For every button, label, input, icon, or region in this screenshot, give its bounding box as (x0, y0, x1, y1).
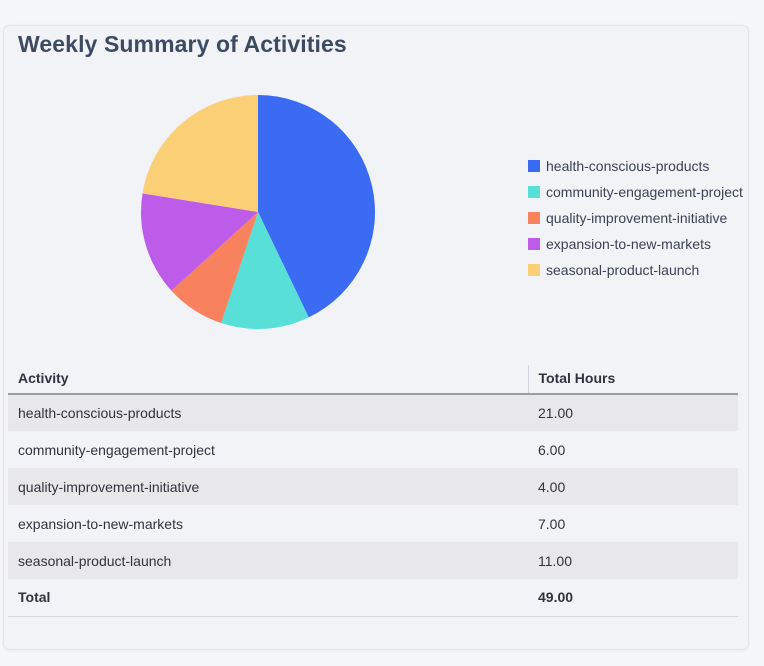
activities-table: Activity Total Hours health-conscious-pr… (8, 365, 738, 617)
column-header-activity: Activity (8, 365, 529, 395)
hours-cell: 11.00 (538, 552, 572, 569)
legend-item: community-engagement-project (528, 179, 743, 205)
table-header: Activity Total Hours (8, 365, 738, 395)
hours-cell: 7.00 (538, 515, 566, 532)
page-title: Weekly Summary of Activities (18, 31, 347, 57)
legend-label: quality-improvement-initiative (546, 210, 728, 226)
pie-chart (141, 95, 375, 329)
pie-slice-community-engagement-project (221, 212, 309, 329)
legend-item: health-conscious-products (528, 153, 743, 179)
hours-cell: 4.00 (538, 478, 566, 495)
table-row: expansion-to-new-markets 7.00 (8, 505, 738, 542)
activity-cell: community-engagement-project (18, 441, 215, 458)
pie-slice-health-conscious-products (258, 95, 375, 318)
legend-label: health-conscious-products (546, 158, 710, 174)
legend-label: seasonal-product-launch (546, 262, 700, 278)
column-header-total-hours: Total Hours (528, 365, 738, 395)
table-row: community-engagement-project 6.00 (8, 431, 738, 468)
table-row: health-conscious-products 21.00 (8, 394, 738, 431)
table-row: seasonal-product-launch 11.00 (8, 542, 738, 579)
hours-cell: 21.00 (538, 405, 574, 421)
legend-swatch (528, 212, 540, 224)
activity-cell: seasonal-product-launch (18, 552, 172, 569)
hours-cell: 6.00 (538, 441, 566, 458)
legend-swatch (528, 160, 540, 172)
activity-cell: expansion-to-new-markets (18, 515, 183, 532)
legend-swatch (528, 264, 540, 276)
activities-table-container: Activity Total Hours health-conscious-pr… (8, 365, 738, 617)
pie-slice-expansion-to-new-markets (141, 193, 258, 291)
legend-label: community-engagement-project (546, 184, 743, 200)
table-header-row: Activity Total Hours (8, 365, 738, 395)
table-row: quality-improvement-initiative 4.00 (8, 468, 738, 505)
legend-item: expansion-to-new-markets (528, 231, 743, 257)
activity-cell: quality-improvement-initiative (18, 478, 200, 495)
summary-card: Weekly Summary of Activities health-cons… (3, 25, 749, 650)
legend-label: expansion-to-new-markets (546, 236, 711, 252)
activity-cell: Total (8, 579, 528, 617)
pie-slice-seasonal-product-launch (142, 95, 258, 212)
legend-swatch (528, 186, 540, 198)
table-body: health-conscious-products 21.00 community-… (8, 394, 738, 617)
hours-cell: 49.00 (528, 579, 738, 617)
activity-cell: health-conscious-products (18, 405, 182, 421)
pie-chart-figure: health-conscious-products community-engag… (4, 88, 748, 350)
chart-legend: health-conscious-products community-engag… (528, 153, 743, 283)
legend-swatch (528, 238, 540, 250)
table-total-row: Total 49.00 (8, 579, 738, 617)
pie-slice-quality-improvement-initiative (171, 212, 258, 324)
legend-item: seasonal-product-launch (528, 257, 743, 283)
legend-item: quality-improvement-initiative (528, 205, 743, 231)
